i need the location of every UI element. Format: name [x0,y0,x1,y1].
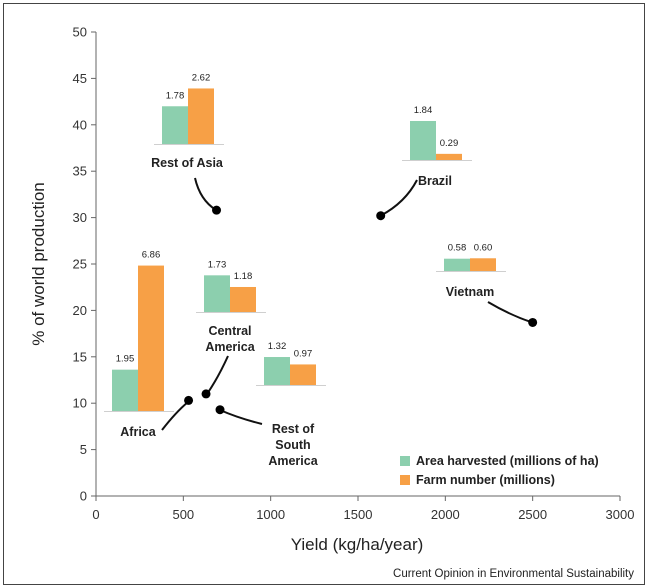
data-label-area: 1.84 [414,105,433,116]
inset-rest-of-south-america: 1.32 0.97 Rest of South America [256,341,326,468]
bar-area-harvested [112,369,138,411]
y-tick-label: 30 [73,210,87,225]
y-axis-label: % of world production [29,182,48,345]
callout-line [219,409,263,425]
bar-farm-number [188,88,214,144]
bar-farm-number [230,286,256,312]
y-tick-label: 35 [73,164,87,179]
bar-farm-number [470,258,496,271]
y-tick-label: 5 [80,442,87,457]
scatter-point [215,405,225,415]
scatter-point [201,389,211,399]
x-tick-label: 500 [172,507,194,522]
x-tick-label: 2500 [518,507,547,522]
scatter-point [212,205,222,215]
x-tick-label: 2000 [431,507,460,522]
data-label-farm: 0.60 [474,242,493,253]
y-tick-label: 15 [73,349,87,364]
figure-border [3,3,645,585]
legend-swatch-area [400,456,410,466]
legend: Area harvested (millions of ha) Farm num… [400,454,599,487]
inset-central-america: 1.73 1.18 Central America [196,259,266,354]
bar-farm-number [290,364,316,385]
region-label: South [275,438,310,452]
scatter-point [376,211,386,221]
bar-farm-number [436,153,462,160]
data-label-area: 1.95 [116,354,135,365]
scatter-point [528,317,538,327]
y-tick-label: 50 [73,25,87,40]
bar-area-harvested [410,120,436,160]
legend-swatch-farm [400,475,410,485]
x-tick-label: 1000 [256,507,285,522]
inset-africa: 1.95 6.86 Africa [104,250,174,439]
region-label: America [268,454,318,468]
region-label: Rest of [272,422,315,436]
callout-line [379,179,418,217]
callout-line [161,401,189,431]
data-label-farm: 2.62 [192,72,211,83]
data-label-area: 1.32 [268,341,287,352]
y-tick-label: 45 [73,71,87,86]
x-tick-label: 0 [92,507,99,522]
region-label: Vietnam [446,285,494,299]
y-tick-label: 20 [73,303,87,318]
y-tick-label: 40 [73,117,87,132]
x-tick-label: 3000 [606,507,635,522]
bar-area-harvested [162,106,188,144]
callout-line [487,301,532,323]
callout-line [206,355,229,395]
data-label-farm: 1.18 [234,271,253,282]
callout-line [194,177,217,211]
region-label: Central [208,324,251,338]
inset-rest-of-asia: 1.78 2.62 Rest of Asia [151,72,224,170]
data-label-farm: 0.97 [294,348,313,359]
y-tick-label: 25 [73,257,87,272]
y-tick-label: 0 [80,489,87,504]
scatter-point [184,395,194,405]
data-label-farm: 6.86 [142,250,161,261]
source-credit: Current Opinion in Environmental Sustain… [393,568,634,580]
y-tick-label: 10 [73,396,87,411]
data-label-area: 1.73 [208,259,227,270]
inset-vietnam: 0.58 0.60 Vietnam [436,242,506,299]
scatter-points [184,205,538,415]
bar-area-harvested [264,357,290,385]
region-label: Africa [120,425,156,439]
data-label-area: 1.78 [166,90,185,101]
legend-label-area: Area harvested (millions of ha) [416,454,599,468]
region-label: Rest of Asia [151,156,224,170]
data-label-area: 0.58 [448,243,467,254]
x-axis-label: Yield (kg/ha/year) [291,535,424,554]
data-label-farm: 0.29 [440,138,459,149]
inset-brazil: 1.84 0.29 Brazil [402,105,472,188]
region-label: America [205,340,255,354]
bar-area-harvested [204,275,230,312]
bar-farm-number [138,265,164,411]
region-label: Brazil [418,174,452,188]
legend-label-farm: Farm number (millions) [416,473,555,487]
x-tick-label: 1500 [344,507,373,522]
bar-area-harvested [444,258,470,271]
